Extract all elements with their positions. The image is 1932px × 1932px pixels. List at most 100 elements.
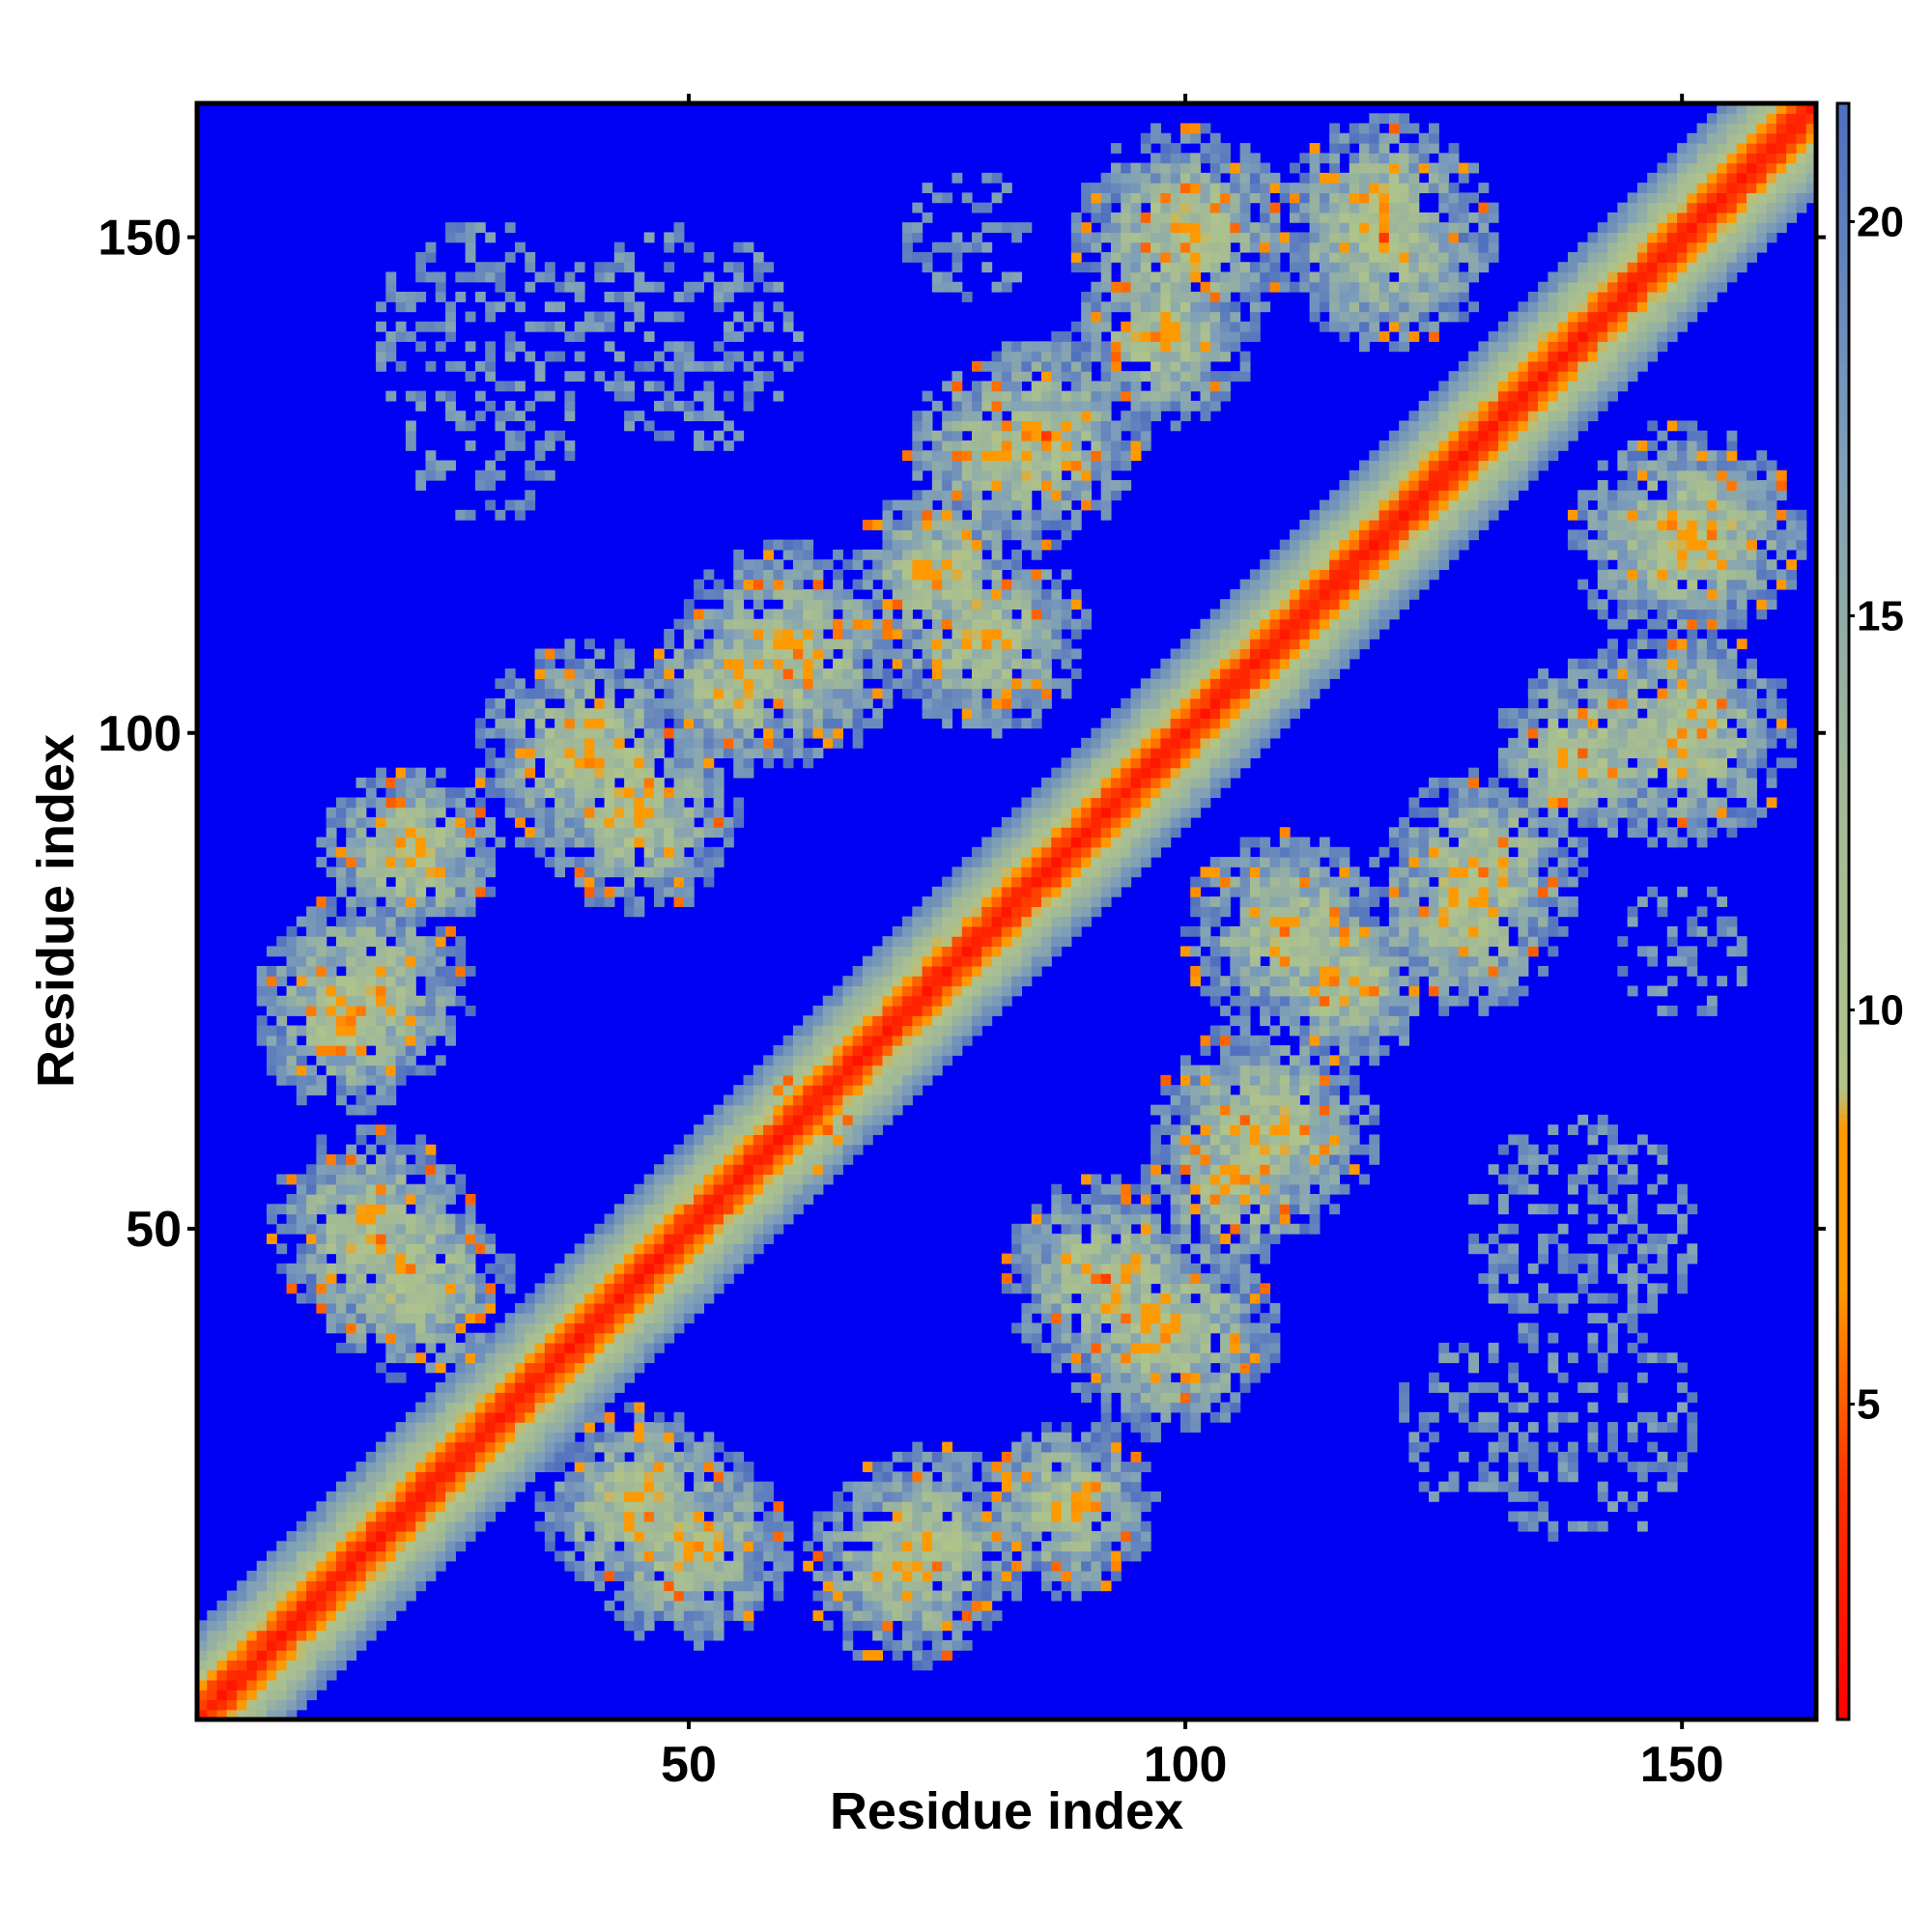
heatmap-cell xyxy=(842,1600,854,1611)
heatmap-cell xyxy=(256,985,268,997)
heatmap-cell xyxy=(415,1223,427,1235)
heatmap-cell xyxy=(465,1352,476,1364)
heatmap-cell xyxy=(534,837,546,848)
heatmap-cell xyxy=(931,579,943,590)
heatmap-cell xyxy=(604,1392,615,1404)
heatmap-cell xyxy=(683,1283,695,1294)
heatmap-cell xyxy=(485,777,497,788)
heatmap-cell xyxy=(515,1411,526,1423)
heatmap-cell xyxy=(474,1501,486,1513)
heatmap-cell xyxy=(733,668,745,679)
heatmap-cell xyxy=(445,1223,456,1235)
heatmap-cell xyxy=(713,1263,724,1274)
heatmap-cell xyxy=(335,867,347,878)
heatmap-cell xyxy=(852,678,864,690)
heatmap-cell xyxy=(365,1124,377,1136)
heatmap-cell xyxy=(376,1283,386,1294)
heatmap-cell xyxy=(376,1006,386,1016)
heatmap-cell xyxy=(743,718,754,729)
heatmap-cell xyxy=(743,1134,754,1146)
heatmap-cell xyxy=(703,1610,715,1621)
heatmap-cell xyxy=(912,668,923,679)
heatmap-cell xyxy=(792,351,804,362)
heatmap-cell xyxy=(952,697,963,709)
heatmap-cell xyxy=(276,976,288,987)
heatmap-cell xyxy=(833,1074,843,1086)
heatmap-cell xyxy=(1001,1501,1012,1513)
heatmap-cell xyxy=(495,420,506,432)
heatmap-cell xyxy=(624,262,636,273)
heatmap-cell xyxy=(643,1352,655,1364)
heatmap-cell xyxy=(833,1045,843,1056)
heatmap-cell xyxy=(634,1471,645,1483)
heatmap-cell xyxy=(912,251,923,263)
heatmap-cell xyxy=(803,1045,814,1056)
heatmap-cell xyxy=(395,1560,407,1572)
heatmap-cell xyxy=(723,816,734,828)
heatmap-cell xyxy=(723,1273,734,1284)
heatmap-cell xyxy=(256,1679,268,1690)
heatmap-cell xyxy=(753,618,764,630)
heatmap-cell xyxy=(425,1342,437,1353)
heatmap-cell xyxy=(743,1530,754,1542)
heatmap-cell xyxy=(763,727,774,739)
heatmap-cell xyxy=(365,1550,377,1562)
heatmap-cell xyxy=(296,985,307,997)
heatmap-cell xyxy=(991,846,1003,858)
heatmap-cell xyxy=(782,588,794,600)
heatmap-cell xyxy=(385,827,397,838)
heatmap-cell xyxy=(415,1283,427,1294)
heatmap-cell xyxy=(882,1491,894,1502)
heatmap-cell xyxy=(852,628,864,639)
heatmap-cell xyxy=(465,787,476,799)
heatmap-cell xyxy=(1001,916,1012,927)
heatmap-cell xyxy=(624,1541,636,1552)
heatmap-cell xyxy=(395,1065,407,1076)
heatmap-cell xyxy=(346,1035,357,1046)
heatmap-cell xyxy=(1021,816,1033,828)
heatmap-cell xyxy=(425,460,437,471)
heatmap-cell xyxy=(882,648,894,660)
heatmap-cell xyxy=(703,1520,715,1532)
heatmap-cell xyxy=(376,1550,386,1562)
heatmap-cell xyxy=(504,1372,516,1383)
heatmap-cell xyxy=(743,1085,754,1095)
heatmap-cell xyxy=(703,708,715,719)
heatmap-cell xyxy=(594,1253,606,1264)
heatmap-cell xyxy=(415,1204,427,1215)
heatmap-cell xyxy=(703,1580,715,1592)
heatmap-cell xyxy=(912,579,923,590)
heatmap-cell xyxy=(683,1204,695,1215)
heatmap-cell xyxy=(634,1462,645,1472)
heatmap-cell xyxy=(713,1630,724,1641)
heatmap-cell xyxy=(405,1332,416,1344)
heatmap-cell xyxy=(564,639,576,650)
heatmap-cell xyxy=(355,1520,367,1532)
heatmap-cell xyxy=(1001,469,1012,481)
heatmap-cell xyxy=(833,1600,843,1611)
heatmap-cell xyxy=(584,1283,595,1294)
heatmap-cell xyxy=(326,1045,337,1056)
heatmap-cell xyxy=(256,1620,268,1632)
heatmap-cell xyxy=(773,1124,784,1136)
heatmap-cell xyxy=(703,1550,715,1562)
heatmap-cell xyxy=(1031,569,1042,581)
heatmap-cell xyxy=(485,341,497,353)
heatmap-cell xyxy=(703,588,715,600)
heatmap-cell xyxy=(246,1600,258,1611)
heatmap-cell xyxy=(613,837,625,848)
heatmap-cell xyxy=(425,837,437,848)
heatmap-cell xyxy=(495,469,506,481)
heatmap-cell xyxy=(862,1025,873,1037)
heatmap-cell xyxy=(703,827,715,838)
heatmap-cell xyxy=(763,1520,774,1532)
heatmap-cell xyxy=(733,1580,745,1592)
heatmap-cell xyxy=(355,1313,367,1324)
heatmap-cell xyxy=(445,390,456,402)
heatmap-cell xyxy=(972,242,982,253)
heatmap-cell xyxy=(753,1571,764,1581)
heatmap-cell xyxy=(743,1164,754,1176)
heatmap-cell xyxy=(942,1541,953,1552)
heatmap-cell xyxy=(604,1471,615,1483)
heatmap-cell xyxy=(465,1520,476,1532)
